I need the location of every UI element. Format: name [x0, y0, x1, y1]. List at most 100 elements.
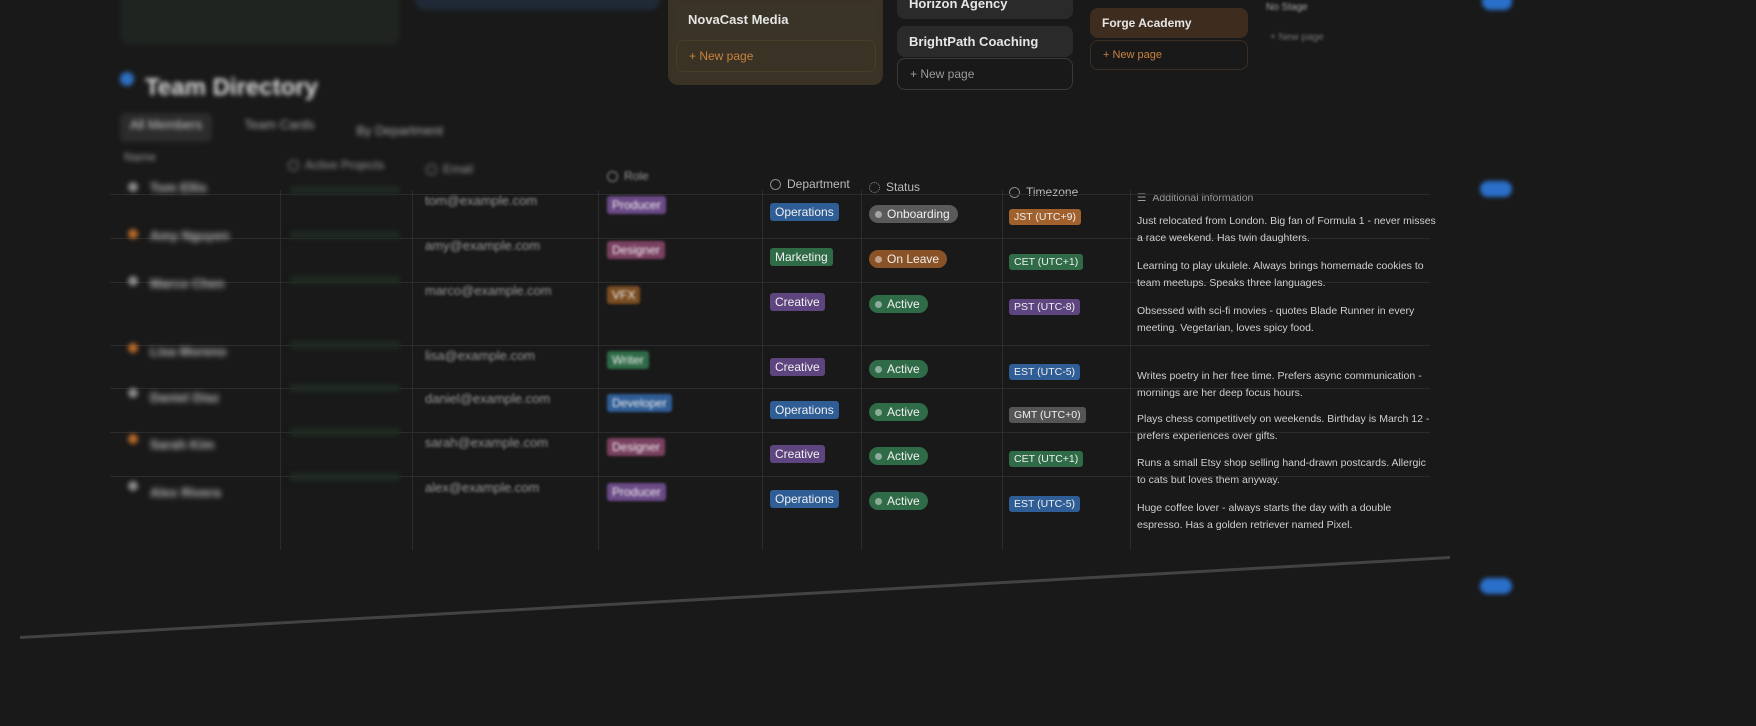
member-name[interactable]: Tom Ellis	[150, 180, 207, 195]
page-icon	[120, 72, 134, 86]
role-tag[interactable]: Producer	[607, 196, 666, 214]
projects-cell[interactable]	[290, 186, 400, 194]
status-badge[interactable]: Active	[869, 492, 928, 510]
status-dot-icon	[875, 497, 882, 505]
avatar-icon	[128, 481, 138, 491]
role-tag[interactable]: Producer	[607, 483, 666, 501]
email-cell[interactable]: amy@example.com	[425, 238, 541, 253]
department-tag[interactable]: Operations	[770, 401, 839, 419]
new-button[interactable]	[1482, 0, 1512, 10]
new-page-button[interactable]: + New page	[1270, 32, 1324, 43]
relation-icon	[288, 159, 299, 171]
role-tag[interactable]: Designer	[607, 241, 666, 259]
header-name[interactable]: Name	[124, 150, 157, 164]
status-badge[interactable]: Active	[869, 295, 928, 313]
divider	[20, 556, 1450, 726]
department-tag[interactable]: Marketing	[770, 248, 833, 266]
select-icon	[770, 178, 781, 190]
new-page-button[interactable]: + New page	[897, 58, 1073, 90]
email-cell[interactable]: alex@example.com	[425, 480, 540, 495]
text-lines-icon: ☰	[1137, 192, 1147, 204]
avatar-icon	[128, 434, 138, 444]
projects-cell[interactable]	[290, 341, 400, 349]
plus-icon: +	[1270, 32, 1279, 43]
status-badge[interactable]: Active	[869, 360, 928, 378]
avatar-icon	[128, 182, 138, 192]
timezone-tag[interactable]: PST (UTC-8)	[1009, 299, 1081, 315]
email-cell[interactable]: daniel@example.com	[425, 391, 551, 406]
timezone-tag[interactable]: EST (UTC-5)	[1009, 364, 1081, 380]
page-title: Team Directory	[145, 74, 318, 101]
department-tag[interactable]: Operations	[770, 203, 839, 221]
tab-team-cards[interactable]: Team Cards	[244, 117, 315, 132]
header-email[interactable]: Email	[426, 162, 473, 176]
timezone-tag[interactable]: JST (UTC+9)	[1009, 209, 1081, 225]
timezone-tag[interactable]: EST (UTC-5)	[1009, 496, 1081, 512]
avatar-icon	[128, 229, 138, 239]
header-info[interactable]: ☰ Additional information	[1137, 192, 1254, 204]
status-badge[interactable]: Active	[869, 403, 928, 421]
board-card[interactable]: BrightPath Coaching	[897, 26, 1073, 57]
tab-all-members[interactable]: All Members	[120, 113, 213, 142]
email-cell[interactable]: tom@example.com	[425, 193, 538, 208]
info-cell[interactable]: Learning to play ukulele. Always brings …	[1137, 260, 1424, 289]
new-button[interactable]	[1480, 181, 1512, 197]
info-cell[interactable]: Obsessed with sci-fi movies - quotes Bla…	[1137, 305, 1415, 334]
role-tag[interactable]: VFX	[607, 286, 641, 304]
timezone-tag[interactable]: CET (UTC+1)	[1009, 451, 1084, 467]
header-status[interactable]: Status	[869, 180, 920, 194]
status-badge[interactable]: Onboarding	[869, 205, 958, 223]
header-department[interactable]: Department	[770, 177, 850, 191]
info-cell[interactable]: Runs a small Etsy shop selling hand-draw…	[1137, 457, 1426, 486]
new-button[interactable]	[1480, 578, 1512, 594]
member-name[interactable]: Marco Chen	[150, 276, 225, 291]
projects-cell[interactable]	[290, 428, 400, 436]
status-dot-icon	[875, 300, 882, 308]
role-tag[interactable]: Developer	[607, 394, 672, 412]
role-tag[interactable]: Designer	[607, 438, 666, 456]
info-cell[interactable]: Huge coffee lover - always starts the da…	[1137, 502, 1392, 531]
projects-cell[interactable]	[290, 384, 400, 392]
info-cell[interactable]: Writes poetry in her free time. Prefers …	[1137, 370, 1422, 399]
role-tag[interactable]: Writer	[607, 351, 649, 369]
header-role[interactable]: Role	[607, 169, 649, 183]
plus-icon: +	[1103, 49, 1113, 61]
email-cell[interactable]: marco@example.com	[425, 283, 552, 298]
email-cell[interactable]: sarah@example.com	[425, 435, 549, 450]
member-name[interactable]: Amy Nguyen	[150, 228, 230, 243]
tab-by-department[interactable]: By Department	[356, 123, 444, 138]
timezone-tag[interactable]: CET (UTC+1)	[1009, 254, 1084, 270]
member-name[interactable]: Sarah Kim	[150, 437, 215, 452]
board-card[interactable]: Forge Academy	[1090, 8, 1248, 38]
department-tag[interactable]: Operations	[770, 490, 839, 508]
member-name[interactable]: Lisa Moreno	[150, 344, 227, 359]
select-icon	[1009, 186, 1020, 198]
select-icon	[607, 170, 618, 182]
department-tag[interactable]: Creative	[770, 358, 825, 376]
email-cell[interactable]: lisa@example.com	[425, 348, 536, 363]
board-card[interactable]: NovaCast Media	[676, 4, 876, 35]
status-dot-icon	[875, 255, 882, 263]
status-dot-icon	[875, 210, 882, 218]
info-cell[interactable]: Just relocated from London. Big fan of F…	[1137, 215, 1436, 244]
member-name[interactable]: Daniel Diaz	[150, 390, 220, 405]
status-badge[interactable]: On Leave	[869, 250, 948, 268]
info-cell[interactable]: Plays chess competitively on weekends. B…	[1137, 413, 1430, 442]
department-tag[interactable]: Creative	[770, 445, 825, 463]
status-badge[interactable]: Active	[869, 447, 928, 465]
timezone-tag[interactable]: GMT (UTC+0)	[1009, 407, 1086, 423]
new-page-button[interactable]: + New page	[1090, 40, 1248, 70]
new-page-button[interactable]: + New page	[676, 40, 876, 72]
board-card[interactable]: Horizon Agency	[897, 0, 1073, 19]
projects-cell[interactable]	[290, 276, 400, 284]
board-column-bg	[415, 0, 660, 10]
status-dot-icon	[875, 365, 882, 373]
projects-cell[interactable]	[290, 473, 400, 481]
board-column-bg	[120, 0, 400, 45]
department-tag[interactable]: Creative	[770, 293, 825, 311]
view-tabs: All Members Team Cards By Department	[120, 113, 453, 142]
member-name[interactable]: Alex Rivera	[150, 485, 221, 500]
header-projects[interactable]: Active Projects	[288, 158, 384, 172]
projects-cell[interactable]	[290, 231, 400, 239]
header-timezone[interactable]: Timezone	[1009, 185, 1078, 199]
